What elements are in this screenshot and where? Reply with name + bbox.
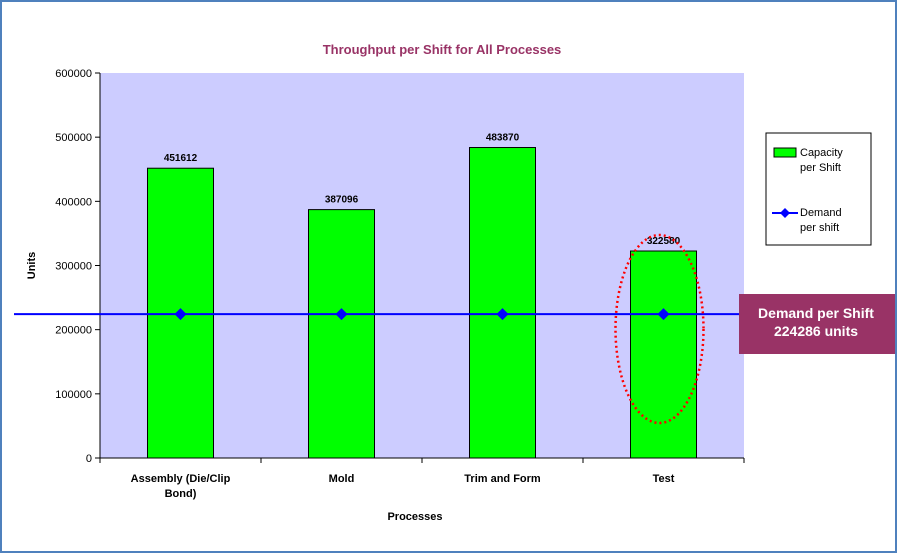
y-tick-label: 600000 — [55, 68, 92, 80]
data-label: 451612 — [164, 153, 198, 164]
y-tick-label: 300000 — [55, 261, 92, 273]
legend-label-capacity: Capacity per Shift — [800, 147, 843, 174]
y-axis-label: Units — [26, 252, 38, 280]
legend-marker-demand — [780, 208, 790, 218]
highlight-ellipse — [614, 233, 705, 425]
legend-swatch-capacity — [773, 147, 797, 158]
x-axis-label: Processes — [387, 511, 442, 523]
demand-point — [335, 308, 348, 321]
chart-title: Throughput per Shift for All Processes — [323, 42, 562, 57]
y-tick-label: 400000 — [55, 196, 92, 208]
y-tick-label: 0 — [86, 453, 92, 465]
data-label: 322580 — [647, 236, 681, 247]
bar — [469, 147, 536, 459]
y-tick-label: 500000 — [55, 132, 92, 144]
legend-label-demand: Demand per shift — [800, 207, 842, 234]
data-label: 387096 — [325, 195, 359, 206]
demand-callout-box — [739, 294, 897, 354]
demand-point — [174, 308, 187, 321]
demand-point — [496, 308, 509, 321]
demand-point — [657, 308, 670, 321]
x-tick-label: Assembly (Die/Clip Bond) — [131, 473, 231, 500]
x-tick-label: Trim and Form — [464, 473, 541, 485]
demand-callout-text: 224286 units — [774, 323, 858, 339]
demand-callout-text: Demand per Shift — [758, 305, 874, 321]
bar — [630, 250, 697, 459]
data-label: 483870 — [486, 133, 520, 144]
x-tick-label: Test — [653, 473, 675, 485]
y-tick-label: 100000 — [55, 389, 92, 401]
bar — [308, 209, 375, 459]
x-tick-label: Mold — [329, 473, 355, 485]
y-tick-label: 200000 — [55, 325, 92, 337]
